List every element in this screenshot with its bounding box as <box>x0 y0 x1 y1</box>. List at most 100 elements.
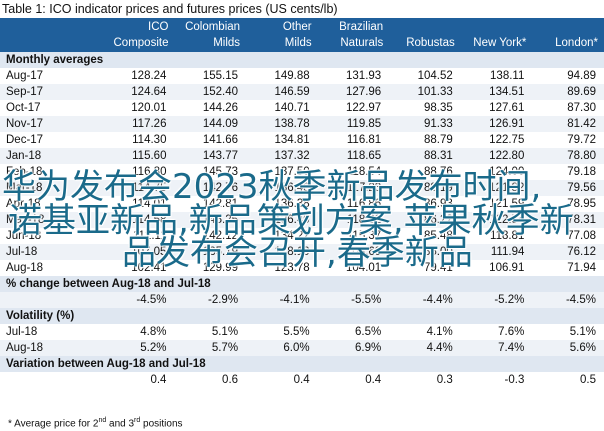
table-cell: 7.6% <box>498 326 525 338</box>
row-label <box>0 292 103 308</box>
table-cell: 101.33 <box>389 84 461 100</box>
table-row: Dec-17 114.30 141.66 134.81 116.81 88.79 122.7… <box>0 132 604 148</box>
table-cell: 0.4 <box>293 374 310 386</box>
table-cell: 129.99 <box>202 262 239 274</box>
table-row: Jul-18 107.05 135.19 128.19 108.69 85.00 111.9… <box>0 244 604 260</box>
table-cell: 122.54 <box>460 212 533 228</box>
column-header: Milds <box>174 35 247 52</box>
table-row: Oct-17 120.01 144.26 140.71 122.97 98.35 127.6… <box>0 100 604 116</box>
table-cell: -4.4% <box>389 292 461 308</box>
table-cell: 123.78 <box>274 262 310 274</box>
table-cell: 152.40 <box>174 84 247 100</box>
table-cell: 141.66 <box>202 134 239 146</box>
table-cell: 106.91 <box>489 262 525 274</box>
row-label: Jun-18 <box>6 230 42 242</box>
table-row: 0.4 0.6 0.4 0.4 0.3 -0.3 0.5 <box>0 372 604 388</box>
table-cell: 137.50 <box>274 166 310 178</box>
table-cell: 155.15 <box>202 70 239 82</box>
table-row: May-18 114.58 145.25 136.40 118.32 86.22 122.5… <box>0 212 604 228</box>
column-header: Milds <box>246 35 318 52</box>
table-cell: 88.76 <box>424 166 453 178</box>
table-cell: 104.52 <box>417 70 453 82</box>
table-cell: 88.79 <box>424 134 453 146</box>
column-header <box>389 18 461 35</box>
table-cell: 79.56 <box>532 180 604 196</box>
table-cell: 89.69 <box>532 84 604 100</box>
table-cell: 6.9% <box>317 340 390 356</box>
table-cell: 115.37 <box>346 230 382 242</box>
section-header-row: Monthly averages <box>0 52 604 68</box>
table-cell: 136.38 <box>274 198 310 210</box>
column-header <box>460 18 533 35</box>
footnote-superscript: nd <box>98 417 107 424</box>
footnote-text: and 3 <box>106 418 135 430</box>
table-cell: 4.4% <box>389 340 461 356</box>
table-cell: 104.01 <box>346 262 382 274</box>
section-header-row: % change between Aug-18 and Jul-18 <box>0 276 604 292</box>
table-cell: 0.3 <box>436 374 453 386</box>
table-cell: 114.01 <box>132 198 167 210</box>
column-header: Robustas <box>389 35 461 52</box>
table-cell: 138.78 <box>246 116 318 132</box>
table-cell: 86.93 <box>424 198 453 210</box>
table-cell: -4.1% <box>246 292 318 308</box>
footnote-text: positions <box>140 418 183 430</box>
row-label: Nov-17 <box>0 116 103 132</box>
price-table: ICO Colombian Other Brazilian Composite Mild… <box>0 18 604 388</box>
table-cell: 118.32 <box>317 212 390 228</box>
section-label: Volatility (%) <box>0 308 604 324</box>
table-row: Jul-18 4.8% 5.1% 5.5% 6.5% 4.1% 7.6% 5.1% <box>0 324 604 340</box>
table-cell: 137.32 <box>246 148 318 164</box>
row-label: May-18 <box>0 212 103 228</box>
table-cell: 118.81 <box>490 230 525 242</box>
table-cell: 85.00 <box>389 244 461 260</box>
table-row: Sep-17 124.64 152.40 146.59 127.96 101.33 134.… <box>0 84 604 100</box>
table-row: Mar-18 114.75 142.76 136.43 117.23 88.19 121.8… <box>0 180 604 196</box>
footnote: * Average price for 2nd and 3rd position… <box>8 414 183 431</box>
table-cell: 127.96 <box>317 84 390 100</box>
table-header: ICO Colombian Other Brazilian Composite Mild… <box>0 18 604 52</box>
table-cell: 145.73 <box>202 166 239 178</box>
table-cell: 122.97 <box>346 102 382 114</box>
column-header <box>532 18 604 35</box>
row-label: Jul-18 <box>0 244 103 260</box>
table-cell: 145.25 <box>174 212 247 228</box>
table-row: -4.5% -2.9% -4.1% -5.5% -4.4% -5.2% -4.5% <box>0 292 604 308</box>
table-cell: 118.65 <box>317 148 390 164</box>
table-cell: 71.94 <box>567 262 596 274</box>
table-cell: 120.01 <box>131 102 167 114</box>
table-cell: 142.12 <box>202 230 239 242</box>
row-label: Jul-18 <box>6 326 38 338</box>
row-label: Dec-17 <box>6 134 44 146</box>
table-cell: 117.23 <box>317 180 390 196</box>
table-cell: 138.11 <box>490 70 525 82</box>
table-cell: 107.05 <box>102 244 175 260</box>
table-cell: -0.3 <box>504 374 525 386</box>
table-cell: 7.4% <box>460 340 533 356</box>
table-cell: 85.48 <box>424 230 453 242</box>
table-cell: 0.4 <box>150 374 167 386</box>
column-header <box>0 18 103 35</box>
table-cell: 0.5 <box>580 374 596 386</box>
table-cell: 79.18 <box>567 166 596 178</box>
section-label: Variation between Aug-18 and Jul-18 <box>0 356 604 372</box>
row-label: Aug-17 <box>6 70 44 82</box>
table-cell: 94.89 <box>567 70 596 82</box>
row-label: Apr-18 <box>6 198 41 210</box>
table-row: Feb-18 116.80 145.73 137.50 118.54 88.76 124.0… <box>0 164 604 180</box>
table-row: Jan-18 115.60 143.77 137.32 118.65 88.31 122.8… <box>0 148 604 164</box>
header-row: Composite Milds Milds Naturals Robustas New Y… <box>0 35 604 52</box>
column-header: Composite <box>102 35 175 52</box>
price-table-container: ICO Colombian Other Brazilian Composite Mild… <box>0 18 604 388</box>
table-cell: 131.93 <box>346 70 382 82</box>
table-row: Aug-18 102.41 129.99 123.78 104.01 79.41 106.9… <box>0 260 604 276</box>
row-label: Oct-17 <box>6 102 41 114</box>
table-cell: 144.26 <box>202 102 239 114</box>
table-cell: 114.58 <box>102 212 175 228</box>
table-cell: 108.69 <box>317 244 390 260</box>
table-cell: 79.41 <box>424 262 453 274</box>
table-cell: 149.88 <box>274 70 310 82</box>
table-cell: 76.12 <box>532 244 604 260</box>
table-cell: 128.19 <box>246 244 318 260</box>
section-header-row: Volatility (%) <box>0 308 604 324</box>
